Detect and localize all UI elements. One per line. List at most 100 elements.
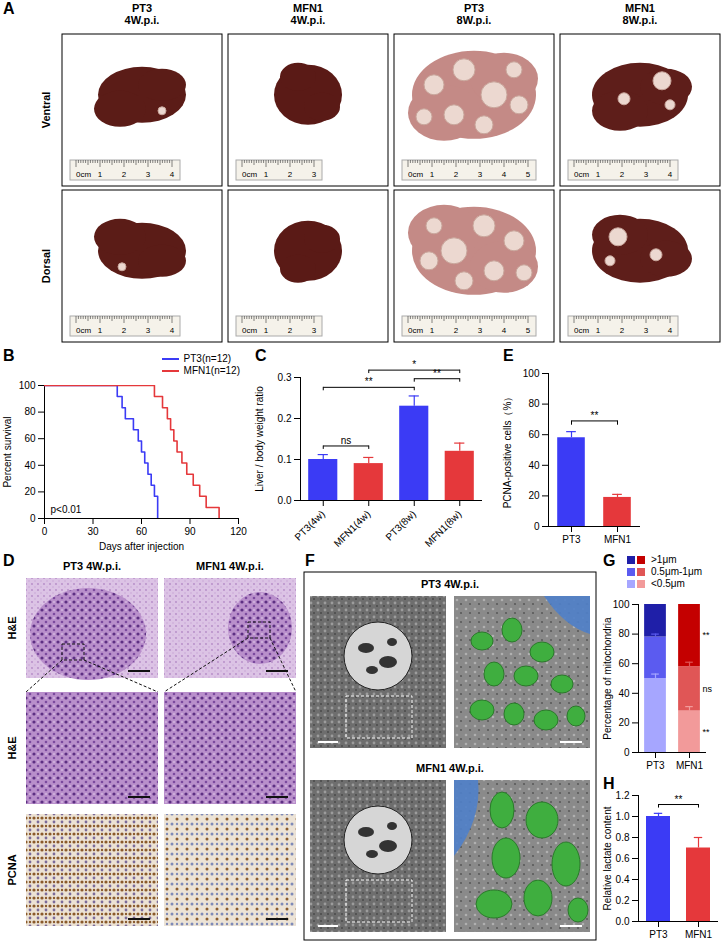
svg-text:0: 0 <box>534 521 540 532</box>
svg-text:0.0: 0.0 <box>278 495 292 506</box>
svg-text:MFN1: MFN1 <box>625 2 655 14</box>
svg-text:MFN1: MFN1 <box>293 2 323 14</box>
svg-text:4W.p.i.: 4W.p.i. <box>125 14 160 26</box>
svg-text:40: 40 <box>24 460 36 471</box>
svg-text:PT3: PT3 <box>464 2 484 14</box>
svg-text:H&E: H&E <box>6 616 18 639</box>
svg-text:2: 2 <box>122 326 127 335</box>
svg-text:PT3: PT3 <box>132 2 152 14</box>
svg-text:PT3: PT3 <box>646 760 665 771</box>
svg-text:2: 2 <box>454 326 459 335</box>
svg-text:5: 5 <box>526 326 531 335</box>
svg-text:40: 40 <box>528 460 540 471</box>
svg-text:0.3: 0.3 <box>278 372 292 383</box>
svg-text:1: 1 <box>264 326 269 335</box>
svg-text:40: 40 <box>618 688 630 699</box>
svg-text:0cm: 0cm <box>76 326 91 335</box>
svg-text:60: 60 <box>528 429 540 440</box>
svg-text:0cm: 0cm <box>242 170 257 179</box>
svg-text:20: 20 <box>618 717 630 728</box>
svg-text:20: 20 <box>528 490 540 501</box>
svg-text:3: 3 <box>146 326 151 335</box>
svg-text:1: 1 <box>596 326 601 335</box>
svg-text:PT3: PT3 <box>562 534 581 545</box>
svg-text:2: 2 <box>122 170 127 179</box>
svg-text:**: ** <box>702 630 710 640</box>
svg-text:4W.p.i.: 4W.p.i. <box>291 14 326 26</box>
svg-text:8W.p.i.: 8W.p.i. <box>623 14 658 26</box>
svg-text:Percent survival: Percent survival <box>2 416 13 487</box>
svg-text:PT3: PT3 <box>649 929 668 940</box>
svg-text:1: 1 <box>596 170 601 179</box>
svg-text:MFN1: MFN1 <box>685 929 713 940</box>
svg-text:3: 3 <box>312 170 317 179</box>
svg-text:0: 0 <box>42 526 48 537</box>
svg-text:1.2: 1.2 <box>616 790 630 801</box>
svg-text:4: 4 <box>668 170 673 179</box>
svg-text:p<0.01: p<0.01 <box>51 504 82 515</box>
svg-text:**: ** <box>702 727 710 737</box>
svg-text:Liver / body weight ratio: Liver / body weight ratio <box>254 386 265 492</box>
svg-text:Dorsal: Dorsal <box>40 249 52 283</box>
svg-text:*: * <box>412 359 416 370</box>
svg-text:**: ** <box>675 794 683 805</box>
svg-text:3: 3 <box>146 170 151 179</box>
svg-text:8W.p.i.: 8W.p.i. <box>457 14 492 26</box>
svg-text:20: 20 <box>24 486 36 497</box>
svg-text:MFN1(8w): MFN1(8w) <box>423 508 464 549</box>
svg-text:100: 100 <box>613 599 630 610</box>
svg-text:5: 5 <box>526 170 531 179</box>
svg-text:0: 0 <box>624 747 630 758</box>
svg-text:2: 2 <box>620 170 625 179</box>
svg-text:100: 100 <box>19 380 36 391</box>
svg-text:0cm: 0cm <box>242 326 257 335</box>
svg-text:3: 3 <box>478 326 483 335</box>
svg-text:MFN1 4W.p.i.: MFN1 4W.p.i. <box>416 762 484 774</box>
svg-text:Percentage of mitochondria: Percentage of mitochondria <box>602 617 613 740</box>
svg-text:Ventral: Ventral <box>40 92 52 129</box>
svg-text:2: 2 <box>454 170 459 179</box>
svg-text:90: 90 <box>184 526 196 537</box>
svg-text:1: 1 <box>98 326 103 335</box>
svg-text:Days after injection: Days after injection <box>99 541 184 552</box>
svg-text:Relative lactate content: Relative lactate content <box>602 806 613 910</box>
svg-text:PCNA: PCNA <box>6 854 18 885</box>
svg-text:**: ** <box>433 368 441 379</box>
svg-text:1: 1 <box>264 170 269 179</box>
svg-text:MFN1 4W.p.i.: MFN1 4W.p.i. <box>196 560 264 572</box>
svg-text:4: 4 <box>170 326 175 335</box>
svg-text:3: 3 <box>644 170 649 179</box>
svg-text:0cm: 0cm <box>574 170 589 179</box>
svg-text:0.2: 0.2 <box>278 413 292 424</box>
svg-text:0.2: 0.2 <box>616 895 630 906</box>
svg-text:0.0: 0.0 <box>616 916 630 927</box>
svg-text:3: 3 <box>478 170 483 179</box>
svg-text:H&E: H&E <box>6 736 18 759</box>
svg-text:ns: ns <box>341 435 352 446</box>
svg-text:PCNA-positive cells（%）: PCNA-positive cells（%） <box>502 392 513 509</box>
svg-text:80: 80 <box>24 406 36 417</box>
svg-text:PT3 4W.p.i.: PT3 4W.p.i. <box>421 578 479 590</box>
svg-text:0: 0 <box>30 513 36 524</box>
svg-text:4: 4 <box>502 170 507 179</box>
svg-text:30: 30 <box>87 526 99 537</box>
svg-text:4: 4 <box>170 170 175 179</box>
svg-text:60: 60 <box>618 658 630 669</box>
svg-text:120: 120 <box>230 526 247 537</box>
svg-text:100: 100 <box>523 368 540 379</box>
svg-text:**: ** <box>591 410 599 421</box>
svg-text:ns: ns <box>702 684 712 694</box>
svg-text:PT3(8w): PT3(8w) <box>383 508 418 543</box>
svg-text:0.6: 0.6 <box>616 853 630 864</box>
svg-text:0cm: 0cm <box>76 170 91 179</box>
svg-text:0cm: 0cm <box>408 170 423 179</box>
svg-text:MFN1: MFN1 <box>604 534 632 545</box>
svg-text:4: 4 <box>668 326 673 335</box>
svg-text:2: 2 <box>288 170 293 179</box>
svg-text:0cm: 0cm <box>408 326 423 335</box>
svg-text:PT3 4W.p.i.: PT3 4W.p.i. <box>63 560 121 572</box>
svg-text:3: 3 <box>312 326 317 335</box>
svg-text:1.0: 1.0 <box>616 811 630 822</box>
svg-text:0.8: 0.8 <box>616 832 630 843</box>
svg-text:MFN1(4w): MFN1(4w) <box>332 508 373 549</box>
